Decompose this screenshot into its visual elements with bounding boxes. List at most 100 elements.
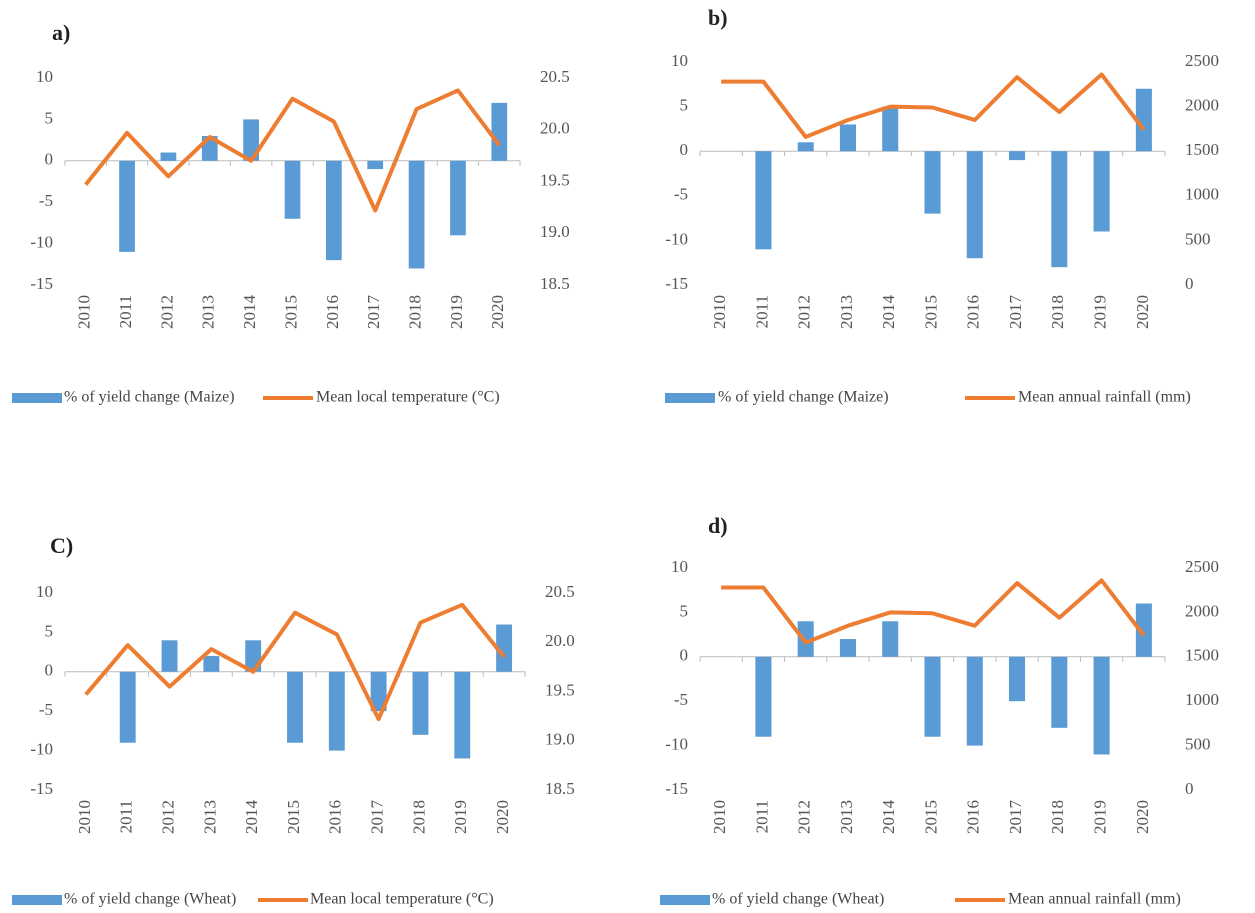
line-series [721, 578, 1146, 645]
x-tick-label: 2015 [921, 800, 940, 834]
line-series [721, 72, 1146, 139]
y2-tick-label: 0 [1185, 274, 1194, 293]
x-tick-label: 2014 [879, 295, 898, 330]
y2-tick-label: 1000 [1185, 690, 1219, 709]
x-tick-label: 2016 [964, 295, 983, 329]
y2-tick-label: 20.5 [540, 67, 570, 86]
x-tick-label: 2015 [284, 800, 303, 834]
x-tick-label: 2010 [75, 295, 94, 329]
legend-swatch [665, 393, 715, 403]
bar [882, 621, 899, 657]
y2-tick-label: 19.5 [540, 170, 570, 189]
legend-label: % of yield change (Wheat) [712, 891, 884, 908]
bar [367, 160, 384, 170]
bar [882, 106, 899, 152]
y-tick-label: 10 [36, 582, 53, 601]
bar [491, 102, 508, 161]
y-tick-label: 5 [680, 601, 689, 620]
x-tick-label: 2020 [488, 295, 507, 329]
y-tick-label: -10 [30, 740, 53, 759]
y2-tick-label: 20.5 [545, 582, 575, 601]
x-tick-label: 2018 [409, 800, 428, 834]
bar [161, 640, 178, 672]
bar [839, 639, 856, 657]
y-tick-label: -15 [30, 779, 53, 798]
y2-tick-label: 19.5 [545, 680, 575, 699]
y2-tick-label: 2500 [1185, 557, 1219, 576]
bar [755, 151, 772, 250]
legend-label: Mean local temperature (°C) [316, 389, 500, 406]
bar [454, 671, 471, 759]
y-tick-label: -15 [30, 274, 53, 293]
bar [755, 656, 772, 737]
legend-label: % of yield change (Maize) [718, 389, 889, 406]
x-tick-label: 2012 [795, 800, 814, 834]
x-tick-label: 2016 [323, 295, 342, 329]
bar [1009, 151, 1026, 161]
x-tick-label: 2011 [752, 295, 771, 328]
bar [326, 160, 342, 261]
bar [924, 151, 941, 214]
bar [839, 124, 856, 152]
y2-tick-label: 19.0 [545, 730, 575, 749]
y2-tick-label: 500 [1185, 735, 1211, 754]
x-tick-label: 2015 [281, 295, 300, 329]
y-tick-label: 0 [45, 150, 54, 169]
legend-label: % of yield change (Maize) [64, 389, 235, 406]
x-tick-label: 2014 [879, 800, 898, 835]
line-series [84, 602, 506, 722]
bar [1135, 603, 1152, 657]
x-tick-label: 2019 [1090, 295, 1109, 329]
x-tick-label: 2013 [199, 295, 218, 329]
y2-tick-label: 2000 [1185, 601, 1219, 620]
bar [1093, 151, 1110, 232]
bar [119, 160, 135, 252]
panel-title: d) [708, 513, 728, 538]
legend-label: Mean annual rainfall (mm) [1018, 389, 1191, 406]
y-tick-label: -5 [39, 191, 53, 210]
bar [924, 656, 941, 737]
legend-label: Mean annual rainfall (mm) [1008, 891, 1181, 908]
x-tick-label: 2017 [364, 295, 383, 330]
y2-tick-label: 500 [1185, 229, 1211, 248]
legend-label: Mean local temperature (°C) [310, 891, 494, 908]
x-tick-label: 2018 [1048, 800, 1067, 834]
x-tick-label: 2012 [795, 295, 814, 329]
x-tick-label: 2014 [242, 800, 261, 835]
y-tick-label: -5 [674, 690, 688, 709]
x-tick-label: 2018 [405, 295, 424, 329]
bar [370, 671, 387, 712]
y2-tick-label: 0 [1185, 779, 1194, 798]
legend-swatch [12, 895, 62, 905]
panel-title: a) [52, 20, 70, 45]
bar [412, 671, 429, 735]
bar [287, 671, 303, 743]
bar [160, 152, 177, 161]
x-tick-label: 2012 [157, 295, 176, 329]
x-tick-label: 2013 [837, 800, 856, 834]
x-tick-label: 2019 [451, 800, 470, 834]
y-tick-label: 10 [671, 51, 688, 70]
x-tick-label: 2011 [116, 295, 135, 328]
bar [797, 621, 814, 657]
y-tick-label: -15 [665, 779, 688, 798]
x-tick-label: 2019 [1090, 800, 1109, 834]
y-tick-label: -5 [674, 185, 688, 204]
x-tick-label: 2015 [921, 295, 940, 329]
x-tick-label: 2017 [368, 800, 387, 835]
y-tick-label: 10 [671, 557, 688, 576]
line-series [84, 88, 501, 213]
bar [1009, 656, 1026, 702]
panel-title: C) [50, 533, 73, 558]
x-tick-label: 2016 [326, 800, 345, 834]
x-tick-label: 2010 [75, 800, 94, 834]
y-tick-label: -5 [39, 700, 53, 719]
y2-tick-label: 18.5 [540, 274, 570, 293]
bar [797, 142, 814, 152]
y-tick-label: -10 [665, 229, 688, 248]
y2-tick-label: 2500 [1185, 51, 1219, 70]
y-tick-label: 0 [45, 661, 54, 680]
x-tick-label: 2010 [710, 800, 729, 834]
bar [243, 119, 259, 161]
bar [119, 671, 136, 743]
